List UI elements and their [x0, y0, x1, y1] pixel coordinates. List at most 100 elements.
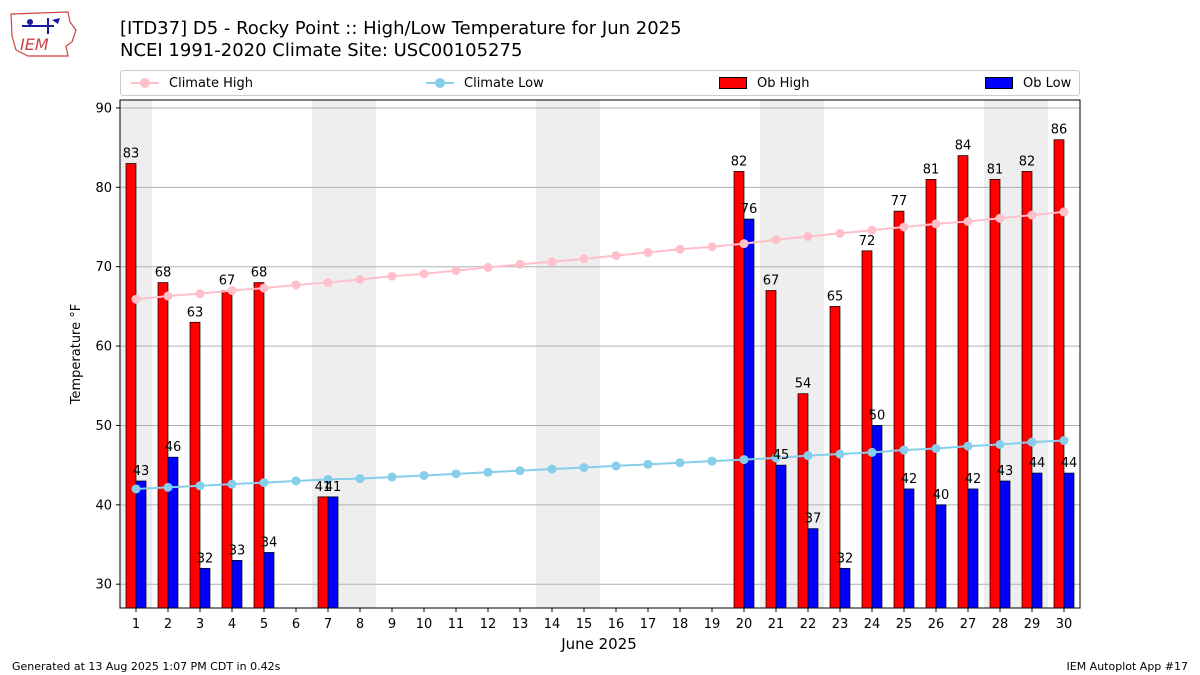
iem-logo: IEM: [10, 11, 77, 57]
ob-high-label-day-2: 68: [155, 266, 172, 281]
ob-high-bar-day-4: [221, 290, 233, 609]
ob-low-bar-day-28: [999, 480, 1011, 609]
x-tick-label-16: 16: [608, 617, 625, 632]
climate-low-point-day-20: [739, 455, 749, 465]
bar-value-labels: 83 68 63 67 68 41 82 67 54 65 72 77 81 84 81 82 86 43 46 32…: [123, 123, 1078, 567]
climate-high-point-day-15: [579, 254, 589, 264]
ob-high-label-day-30: 86: [1051, 123, 1068, 138]
ob-low-swatch: [985, 77, 1013, 89]
climate-low-point-day-16: [611, 461, 621, 471]
ob-low-bar-day-20: [743, 218, 755, 609]
ob-low-bar-day-1: [135, 480, 147, 609]
climate-low-swatch: [426, 78, 454, 88]
ob-high-label-day-5: 68: [251, 266, 268, 281]
legend-label-ob-high: Ob High: [757, 75, 810, 91]
ob-low-bar-day-23: [839, 567, 851, 609]
climate-low-point-day-13: [515, 466, 525, 476]
climate-low-point-day-28: [995, 439, 1005, 449]
y-tick-label-80: 80: [95, 181, 112, 196]
climate-low-point-day-8: [355, 474, 365, 484]
y-tick-label-90: 90: [95, 101, 112, 116]
climate-low-point-day-14: [547, 464, 557, 474]
x-tick-label-26: 26: [928, 617, 945, 632]
climate-high-point-day-17: [643, 247, 653, 257]
ob-high-label-day-24: 72: [859, 234, 876, 249]
ob-low-label-day-30: 44: [1061, 456, 1078, 471]
legend-item-ob-high: Ob High: [719, 71, 810, 95]
x-tick-label-15: 15: [576, 617, 593, 632]
ob-high-label-day-7: 41: [315, 480, 332, 495]
ob-high-label-day-28: 81: [987, 162, 1004, 177]
climate-high-point-day-4: [227, 286, 237, 295]
x-tick-label-27: 27: [960, 617, 977, 632]
climate-low-point-day-19: [707, 456, 717, 466]
climate-low-point-day-29: [1027, 437, 1037, 447]
climate-high-point-day-23: [835, 228, 845, 238]
ob-low-label-day-7: 41: [325, 480, 342, 495]
legend-item-climate-high: Climate High: [131, 71, 253, 95]
climate-low-point-day-12: [483, 467, 493, 477]
legend-label-ob-low: Ob Low: [1023, 75, 1072, 91]
climate-high-point-day-25: [899, 222, 909, 232]
legend-item-ob-low: Ob Low: [985, 71, 1071, 95]
ob-low-label-day-26: 40: [933, 488, 950, 503]
y-tick-label-40: 40: [95, 498, 112, 513]
y-tick-label-50: 50: [95, 419, 112, 434]
y-axis-label: Temperature °F: [69, 304, 84, 405]
x-tick-label-19: 19: [704, 617, 721, 632]
ob-low-label-day-21: 45: [773, 448, 790, 463]
climate-high-point-day-24: [867, 225, 877, 235]
ob-high-label-day-20: 82: [731, 154, 748, 169]
climate-high-line: [135, 210, 1065, 301]
climate-high-swatch: [131, 78, 159, 88]
climate-high-point-day-21: [771, 235, 781, 245]
climate-low-point-day-7: [323, 474, 333, 484]
ob-low-label-day-4: 33: [229, 543, 246, 558]
climate-low-point-day-4: [227, 479, 237, 489]
x-tick-label-5: 5: [260, 617, 268, 632]
x-tick-label-13: 13: [512, 617, 529, 632]
climate-high-point-day-27: [963, 216, 973, 226]
climate-low-point-day-25: [899, 445, 909, 455]
ob-low-label-day-3: 32: [197, 551, 214, 566]
ob-high-bar-day-26: [925, 179, 937, 609]
climate-low-point-day-27: [963, 441, 973, 451]
y-gridlines: [120, 107, 1080, 585]
climate-high-point-day-30: [1059, 207, 1069, 217]
ob-high-label-day-22: 54: [795, 377, 812, 392]
x-tick-label-28: 28: [992, 617, 1009, 632]
climate-high-point-day-22: [803, 232, 813, 242]
climate-high-point-day-7: [323, 278, 333, 288]
legend-label-climate-low: Climate Low: [464, 75, 544, 91]
climate-low-point-day-18: [675, 458, 685, 468]
ob-low-bar-day-26: [935, 504, 947, 609]
chart-title: [ITD37] D5 - Rocky Point :: High/Low Tem…: [120, 18, 682, 39]
climate-low-point-day-22: [803, 451, 813, 461]
ob-high-bar-day-28: [989, 179, 1001, 609]
climate-low-point-day-5: [259, 478, 269, 488]
x-tick-label-25: 25: [896, 617, 913, 632]
legend-item-climate-low: Climate Low: [426, 71, 544, 95]
ob-high-label-day-27: 84: [955, 139, 972, 154]
weekend-shade-day-15: [568, 100, 600, 608]
climate-high-point-day-1: [131, 294, 141, 304]
climate-high-point-day-10: [419, 269, 429, 279]
bars: [125, 139, 1075, 609]
ob-high-label-day-25: 77: [891, 194, 908, 209]
x-tick-label-14: 14: [544, 617, 561, 632]
footer-generated: Generated at 13 Aug 2025 1:07 PM CDT in …: [12, 660, 281, 673]
climate-high-point-day-26: [931, 219, 941, 229]
climate-lines: [131, 207, 1069, 494]
climate-high-point-day-20: [739, 239, 749, 249]
climate-high-point-day-12: [483, 262, 493, 272]
x-tick-label-30: 30: [1056, 617, 1073, 632]
ob-low-label-day-1: 43: [133, 464, 150, 479]
climate-high-point-day-6: [291, 280, 301, 290]
climate-high-point-day-29: [1027, 210, 1037, 220]
ob-high-label-day-23: 65: [827, 289, 844, 304]
ob-low-bar-day-3: [199, 567, 211, 609]
x-tick-label-23: 23: [832, 617, 849, 632]
x-tick-label-12: 12: [480, 617, 497, 632]
ob-high-bar-day-1: [125, 163, 137, 609]
climate-high-point-day-3: [195, 289, 205, 299]
